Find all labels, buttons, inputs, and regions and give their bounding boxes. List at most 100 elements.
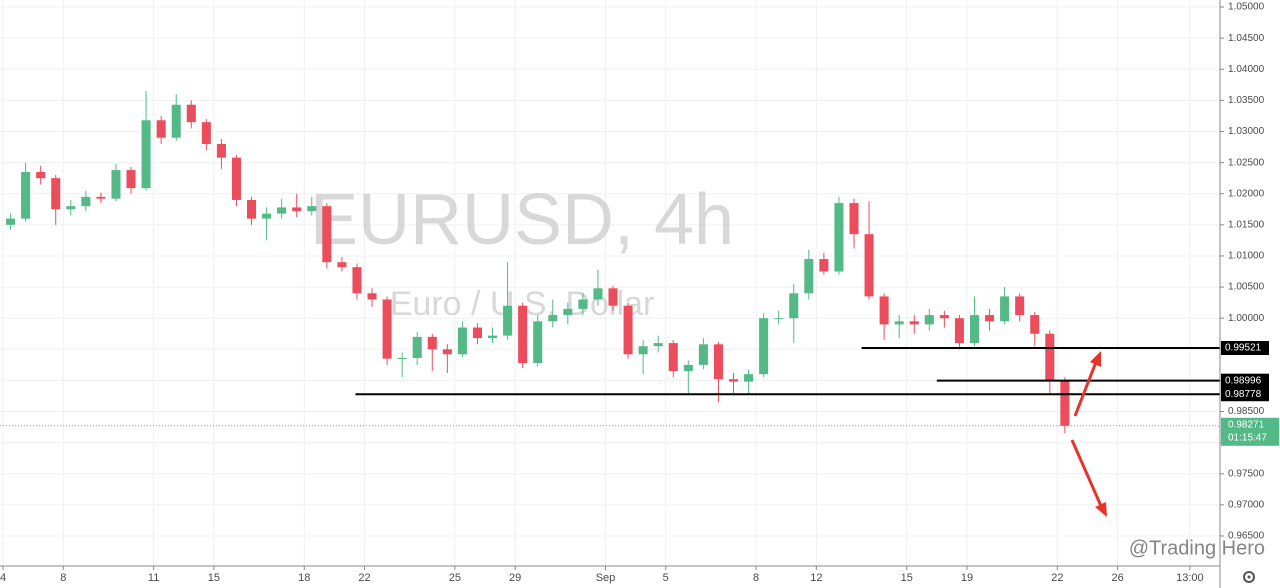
- candle-body: [728, 379, 739, 382]
- x-tick-label: 22: [358, 572, 370, 584]
- candle-body: [533, 321, 543, 363]
- candle-body: [66, 206, 76, 210]
- countdown: 01:15:47: [1228, 432, 1267, 443]
- candle-body: [156, 120, 166, 138]
- candle-body: [1045, 333, 1055, 381]
- x-tick-label: 4: [0, 572, 6, 584]
- candle-body: [36, 171, 46, 179]
- x-tick-label: Sep: [596, 572, 616, 584]
- y-tick-label: 0.97000: [1228, 500, 1265, 511]
- candle-body: [623, 305, 633, 355]
- candle-body: [954, 318, 964, 344]
- x-tick-label: 18: [298, 572, 310, 584]
- candle-body: [231, 157, 241, 200]
- candle-body: [834, 203, 844, 272]
- candle-body: [804, 259, 814, 294]
- candle-body: [608, 288, 618, 306]
- candles: [6, 91, 1070, 434]
- candle-body: [472, 327, 482, 339]
- candle-body: [985, 315, 995, 322]
- x-tick-label: 25: [449, 572, 461, 584]
- arrow-down: [1070, 439, 1103, 507]
- x-tick-label: 8: [60, 572, 66, 584]
- y-tick-label: 1.03500: [1228, 95, 1265, 106]
- candle-body: [367, 293, 377, 300]
- x-tick-label: 8: [753, 572, 759, 584]
- candle-body: [186, 104, 196, 123]
- candle-body: [96, 196, 106, 199]
- y-tick-label: 1.04500: [1228, 33, 1265, 44]
- candle-body: [488, 335, 498, 339]
- candle-body: [668, 343, 678, 372]
- y-tick-label: 1.03000: [1228, 126, 1265, 137]
- candle-body: [292, 207, 302, 212]
- x-tick-label: 29: [509, 572, 521, 584]
- candle-body: [111, 170, 121, 199]
- candle-body: [427, 336, 437, 350]
- x-tick-label: 13:00: [1176, 572, 1204, 584]
- candle-body: [774, 318, 784, 320]
- gear[interactable]: [1243, 571, 1255, 583]
- candle-body: [759, 318, 769, 375]
- candle-body: [21, 171, 31, 219]
- settings-icon[interactable]: [1243, 571, 1255, 583]
- candle-body: [969, 315, 980, 344]
- y-tick-label: 1.02500: [1228, 157, 1265, 168]
- candle-body: [457, 327, 467, 355]
- candle-body: [6, 218, 16, 225]
- candle-body: [939, 315, 949, 319]
- y-tick-label: 0.98500: [1228, 406, 1265, 417]
- candle-body: [322, 206, 332, 263]
- candle-body: [171, 104, 181, 138]
- arrow-up: [1073, 361, 1098, 417]
- candle-body: [849, 203, 859, 235]
- candle-body: [216, 143, 226, 158]
- candle-body: [277, 207, 287, 214]
- candle-body: [503, 305, 513, 336]
- y-tick-label: 1.00000: [1228, 313, 1265, 324]
- candle-body: [382, 299, 392, 359]
- candle-body: [744, 374, 754, 382]
- candle-body: [397, 358, 407, 360]
- y-tick-label: 0.96500: [1228, 531, 1265, 542]
- candle-body: [262, 213, 272, 219]
- candle-body: [81, 196, 91, 207]
- candle-body: [1000, 296, 1010, 322]
- x-tick-label: 19: [961, 572, 973, 584]
- candle-body: [1015, 296, 1025, 316]
- candle-body: [638, 346, 648, 355]
- candle-body: [201, 122, 211, 144]
- level-label: 0.99521: [1225, 343, 1262, 354]
- x-tick-label: 26: [1111, 572, 1123, 584]
- y-tick-label: 1.04000: [1228, 64, 1265, 75]
- candle-body: [307, 206, 317, 212]
- candle-body: [819, 259, 829, 272]
- x-tick-label: 22: [1051, 572, 1063, 584]
- candle-body: [879, 296, 889, 325]
- last-price-tag: [1221, 417, 1279, 446]
- candle-body: [698, 344, 708, 365]
- candle-body: [141, 120, 151, 189]
- candle-body: [713, 344, 723, 380]
- y-tick-label: 0.97500: [1228, 468, 1265, 479]
- grid: [0, 0, 1220, 566]
- candle-body: [894, 321, 904, 325]
- candle-body: [593, 288, 603, 300]
- x-tick-label: 15: [901, 572, 913, 584]
- candle-body: [924, 315, 934, 325]
- candle-body: [578, 299, 588, 309]
- level-label: 0.98996: [1225, 375, 1262, 386]
- candle-body: [518, 305, 528, 363]
- level-tag: [1221, 373, 1269, 388]
- y-tick-label: 1.00500: [1228, 282, 1265, 293]
- candle-body: [683, 364, 693, 372]
- x-tick-label: 5: [663, 572, 669, 584]
- watermark-author: @Trading Hero: [1129, 537, 1265, 559]
- arrow-head: [1090, 351, 1101, 367]
- y-tick-label: 1.01000: [1228, 251, 1265, 262]
- candle-body: [548, 315, 558, 322]
- gear-center[interactable]: [1247, 575, 1251, 579]
